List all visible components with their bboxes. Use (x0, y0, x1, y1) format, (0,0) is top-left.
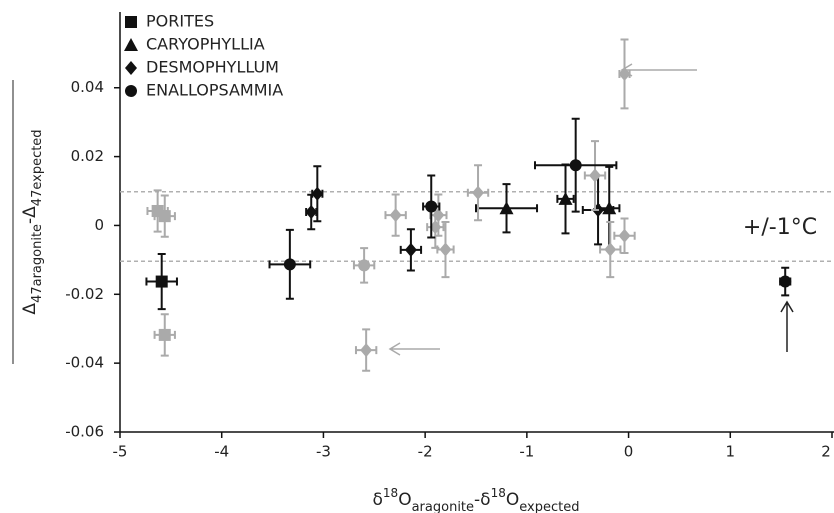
x-tick-label: 2 (821, 443, 831, 461)
legend-marker (124, 38, 138, 51)
legend-label: DESMOPHYLLUM (146, 58, 279, 77)
marker (472, 185, 485, 200)
marker (158, 328, 171, 341)
y-tick-label: -0.06 (65, 423, 104, 441)
label-part: δ (373, 490, 383, 510)
marker (311, 186, 324, 201)
y-tick-label: -0.04 (65, 354, 104, 372)
arrow (388, 342, 440, 356)
marker (618, 228, 631, 243)
marker (779, 275, 792, 288)
marker (425, 200, 438, 213)
label-part: aragonite (412, 500, 474, 513)
x-tick-label: -2 (418, 443, 433, 461)
label-part: -δ (474, 490, 491, 510)
legend-marker (125, 61, 137, 75)
x-tick-label: -3 (316, 443, 331, 461)
annotation: +/-1°C (743, 215, 817, 240)
legend-label: PORITES (146, 12, 214, 31)
marker (158, 210, 171, 223)
y-tick-label: 0.02 (71, 147, 104, 165)
label-part: O (506, 490, 519, 510)
legend-label: ENALLOPSAMMIA (146, 81, 283, 100)
marker (358, 259, 371, 272)
arrow (620, 63, 697, 77)
marker (429, 220, 442, 235)
y-tick-label: -0.02 (65, 285, 104, 303)
x-tick-label: -1 (519, 443, 534, 461)
marker (283, 258, 296, 271)
legend-label: CARYOPHYLLIA (146, 35, 265, 54)
label-part: 47expected (30, 129, 45, 206)
marker (499, 201, 514, 215)
marker (604, 242, 617, 257)
marker (589, 168, 602, 183)
label-part: Δ (20, 303, 40, 315)
marker (404, 242, 417, 257)
marker (360, 343, 373, 358)
x-tick-label: 0 (624, 443, 634, 461)
marker (439, 242, 452, 257)
label-part: 47aragonite (30, 224, 45, 303)
label-part: O (398, 490, 411, 510)
marker (389, 208, 402, 223)
y-axis-label: Δ47aragonite-Δ47expected (20, 129, 45, 314)
marker (305, 205, 318, 220)
y-tick-label: 0.04 (71, 78, 104, 96)
arrow (780, 300, 794, 352)
marker (618, 66, 631, 81)
marker (155, 275, 168, 288)
label-part: 18 (383, 486, 398, 500)
x-tick-label: -5 (113, 443, 128, 461)
legend-marker (125, 16, 137, 28)
label-part: expected (519, 500, 579, 513)
label-part: -Δ (20, 206, 40, 224)
legend-marker (125, 85, 137, 97)
marker (569, 159, 582, 172)
x-tick-label: 1 (726, 443, 736, 461)
label-part: 18 (491, 486, 506, 500)
y-tick-label: 0 (94, 216, 104, 234)
marker (558, 191, 573, 205)
x-axis-label: δ18Oaragonite-δ18Oexpected (373, 486, 580, 513)
x-tick-label: -4 (214, 443, 229, 461)
